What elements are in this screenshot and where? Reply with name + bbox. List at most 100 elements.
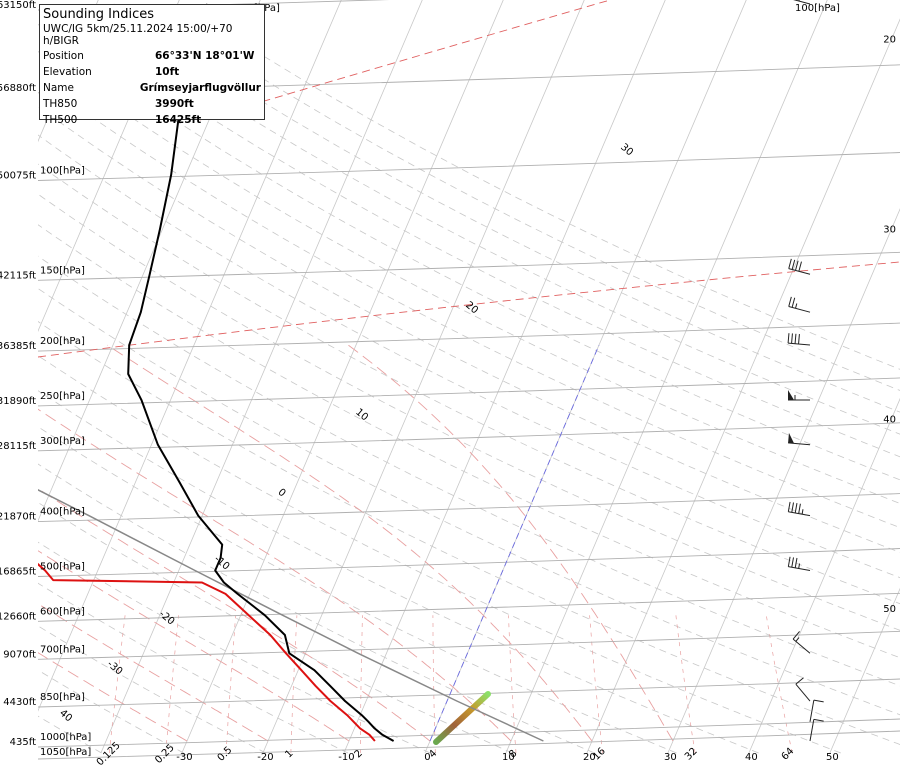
pressure-tick-label: 700[hPa] [40,644,85,655]
wind-barb [809,718,824,742]
wind-barb-feather [795,260,799,271]
mixing-ratio-label: 64 [780,746,797,763]
wind-barb-feather [801,509,804,515]
info-key: TH500 [43,114,78,126]
isotherm-line [181,0,504,754]
pressure-tick-label: 1000[hPa] [40,732,91,743]
info-row-th500: TH500 16425ft [43,112,261,128]
dry-adiabat [147,3,900,391]
dry-adiabat [38,193,900,631]
altitude-tick-label: 63150ft [0,0,36,11]
right-axis-label: 30 [883,225,896,236]
altitude-tick-label: 4430ft [3,697,36,708]
info-key: Name [43,82,74,94]
info-value: 16425ft [155,114,202,126]
isotherm-label: 0 [276,487,288,500]
info-row-th850: TH850 3990ft [43,96,261,112]
wind-barb-staff [809,719,815,742]
right-axis-label: 50 [883,604,896,615]
wind-barb-feather [798,261,802,272]
wind-barb-feather [791,557,795,568]
wind-barb-feather [795,677,804,685]
bottom-temperature-label: 30 [664,752,677,763]
isobar-line [38,678,900,708]
wind-barb [788,258,811,275]
isotherm-line [748,397,900,754]
bottom-temperature-label: -20 [257,752,273,763]
wind-barb-feather [794,557,798,568]
pressure-tick-label: 400[hPa] [40,507,85,518]
moist-adiabat [107,344,593,742]
dry-adiabat [38,355,841,754]
isotherm-line [505,0,828,754]
isotherm-line [343,0,666,754]
isobar-line [38,152,900,181]
pressure-tick-label: 600[hPa] [40,606,85,617]
wind-barb-feather [791,502,795,513]
isobar-line [38,493,900,523]
wind-barb-feather [795,637,800,642]
wind-barb-feather [791,333,793,344]
mixing-ratio-line [290,615,298,754]
pressure-tick-label: 150[hPa] [40,265,85,276]
dry-adiabat [38,51,900,504]
mixing-ratio-line [165,615,179,754]
wind-barb [809,699,824,722]
isotherm-label: -20 [157,609,177,628]
wind-barb-staff [795,683,811,702]
isotherm-line [38,0,342,712]
wind-barb-flag [788,389,794,400]
bottom-temperature-label: 50 [826,752,839,763]
altitude-tick-label: 21870ft [0,512,36,523]
info-key: Position [43,50,84,62]
pressure-tick-label: 300[hPa] [40,436,85,447]
wind-barb [788,296,811,313]
dry-adiabat [79,3,900,435]
dry-adiabat [38,321,900,745]
wind-barb [795,677,811,702]
isobar-line [38,630,900,660]
isobar-line [38,251,900,281]
altitude-tick-label: 9070ft [3,649,36,660]
dry-adiabat [38,255,900,687]
dry-adiabat [38,134,900,579]
isobar-line [38,377,900,407]
mixing-ratio-label: 32 [683,746,700,763]
pressure-tick-label: 200[hPa] [40,336,85,347]
mixing-ratio-label: 1 [283,748,295,760]
temperature-curve [127,3,395,742]
wind-barb-staff [788,442,811,446]
bottom-temperature-label: 40 [745,752,758,763]
info-title: Sounding Indices [43,7,155,22]
dry-adiabat [38,224,900,659]
moist-adiabat [38,603,269,742]
info-key: TH850 [43,98,78,110]
wind-barb-feather [788,258,792,269]
wind-barb-feather [791,297,796,308]
altitude-tick-label: 28115ft [0,441,36,452]
pressure-tick-label: 850[hPa] [40,692,85,703]
dry-adiabat [182,3,900,370]
pressure-tick-label: 500[hPa] [40,561,85,572]
wind-barb-feather [813,718,824,722]
pressure-tick-label: 100[hPa] [40,166,85,177]
dry-adiabat [38,426,677,754]
pressure-tick-label: 1050[hPa] [40,747,91,758]
wind-barb-feather [798,563,801,569]
mixing-ratio-label: 0.25 [153,742,177,766]
dry-adiabat [0,4,19,753]
isobar-line [38,548,900,577]
wind-barb-feather [791,259,796,270]
info-subtitle: UWC/IG 5km/25.11.2024 15:00/+70 h/BIGR [43,23,233,47]
altitude-tick-label: 12660ft [0,611,36,622]
altitude-tick-label: 42115ft [0,270,36,281]
wind-barb-feather [798,503,801,514]
info-row-name: Name Grímseyjarflugvöllur [43,80,261,96]
wind-barb-staff [792,638,811,654]
isotherm-label: -30 [105,659,125,678]
wind-barb [787,333,811,346]
freezing-level-line [38,261,900,358]
moist-adiabat [38,550,350,742]
wind-barb [787,501,811,517]
